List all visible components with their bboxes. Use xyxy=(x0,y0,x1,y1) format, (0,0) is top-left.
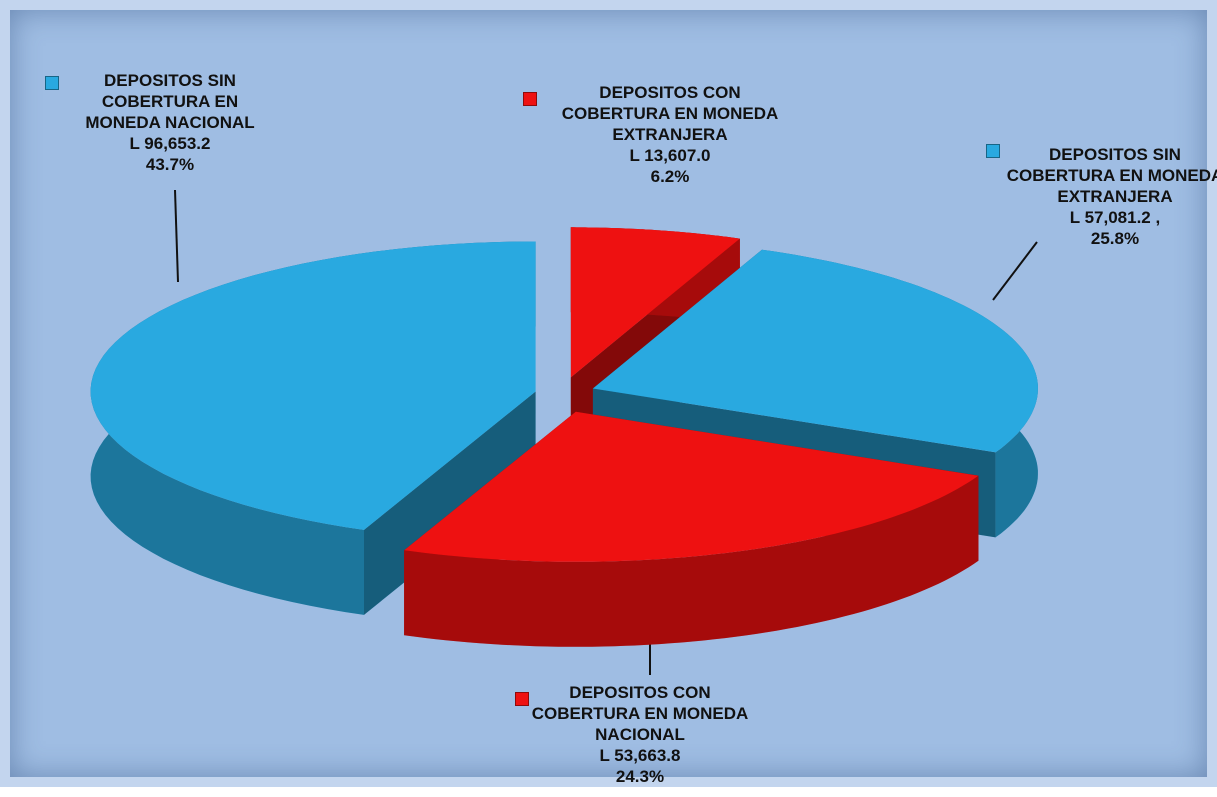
legend-marker xyxy=(515,692,529,706)
amount-label: L 13,607.0 xyxy=(629,146,711,165)
pie-slice xyxy=(592,249,1038,453)
pie-slice xyxy=(570,227,740,378)
chart xyxy=(90,189,1038,675)
value-label: 24.3% xyxy=(615,767,665,786)
category-label: DEPOSITOS CON COBERTURA EN MONEDA EXTRAN… xyxy=(561,83,779,144)
slice-side xyxy=(404,475,979,647)
category-label: DEPOSITOS SIN COBERTURA EN MONEDA EXTRAN… xyxy=(1006,145,1217,206)
pie-slice xyxy=(404,411,979,562)
leader-line xyxy=(174,189,179,283)
leader-line xyxy=(992,241,1038,301)
legend-marker xyxy=(45,76,59,90)
amount-label: L 53,663.8 xyxy=(599,746,681,765)
amount-label: L 57,081.2 , xyxy=(1069,208,1161,227)
legend-marker xyxy=(523,92,537,106)
amount-label: L 96,653.2 xyxy=(129,134,211,153)
value-label: 25.8% xyxy=(1090,229,1140,248)
pie-slice xyxy=(90,241,536,530)
category-label: DEPOSITOS CON COBERTURA EN MONEDA NACION… xyxy=(531,683,749,744)
category-label: DEPOSITOS SIN COBERTURA EN MONEDA NACION… xyxy=(85,71,255,132)
value-label: 43.7% xyxy=(145,155,195,174)
value-label: 6.2% xyxy=(650,167,690,186)
legend-marker xyxy=(986,144,1000,158)
slice-side-shade xyxy=(404,475,979,647)
